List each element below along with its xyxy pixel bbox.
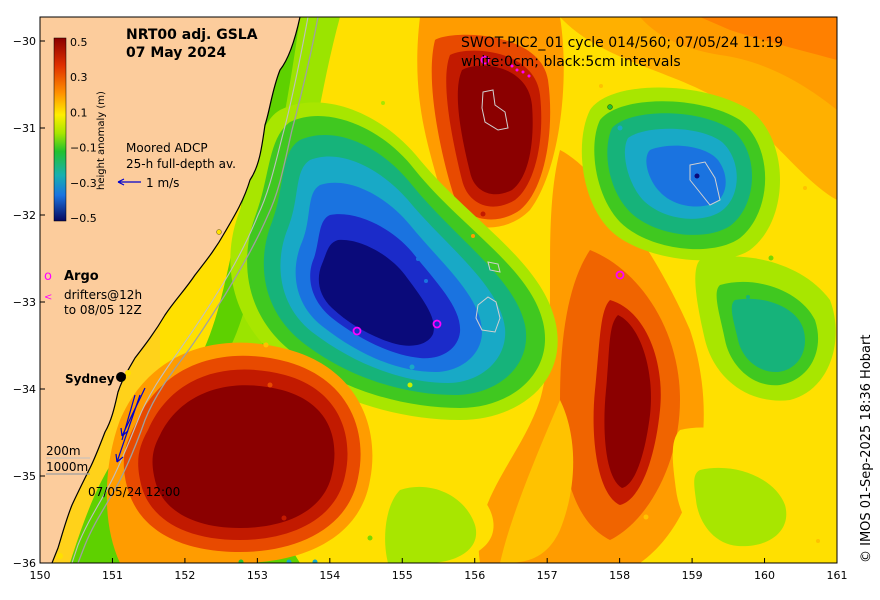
- colorbar-tick-label: −0.3: [70, 177, 97, 190]
- argo-float-marker: [615, 270, 625, 280]
- adcp-legend-line2: 25-h full-depth av.: [126, 157, 236, 171]
- colorbar-tick-label: 0.3: [70, 71, 88, 84]
- colorbar-tick-label: −0.1: [70, 142, 97, 155]
- map-plot-area: [40, 17, 837, 563]
- swot-info-line1: SWOT-PIC2_01 cycle 014/560; 07/05/24 11:…: [461, 35, 783, 51]
- colorbar-gradient: [53, 37, 67, 222]
- drifter-time-label: 07/05/24 12:00: [88, 485, 180, 499]
- map-title-line2: 07 May 2024: [126, 45, 227, 61]
- swot-contour: [689, 161, 721, 206]
- colorbar-tick-label: 0.1: [70, 106, 88, 119]
- y-tick-label: −31: [13, 122, 36, 135]
- x-tick-label: 158: [609, 569, 630, 582]
- adcp-legend-line1: Moored ADCP: [126, 141, 208, 155]
- colorbar-tick-label: −0.5: [70, 212, 97, 225]
- x-tick-label: 154: [319, 569, 340, 582]
- swot-info-line2: white:0cm; black:5cm intervals: [461, 54, 681, 70]
- argo-float-marker: [432, 319, 442, 329]
- x-tick-label: 153: [247, 569, 268, 582]
- argo-float-marker: [352, 326, 362, 336]
- credit-text: © IMOS 01-Sep-2025 18:36 Hobart: [859, 335, 874, 563]
- drifter-legend-symbol: <: [44, 292, 52, 303]
- swot-contour: [475, 296, 501, 333]
- sydney-marker: [116, 372, 126, 382]
- y-tick-label: −32: [13, 209, 36, 222]
- argo-legend-label: Argo: [64, 269, 99, 284]
- isobath-1000m-label: 1000m: [46, 460, 88, 474]
- argo-legend-symbol: o: [44, 269, 52, 284]
- coastline: [51, 17, 301, 563]
- plot-frame: [39, 16, 838, 564]
- isobath-200m: [71, 17, 309, 563]
- x-tick-label: 159: [682, 569, 703, 582]
- isobath-1000m: [77, 17, 319, 563]
- drifter-legend-line1: drifters@12h: [64, 288, 142, 302]
- adcp-current-arrows: [115, 387, 146, 463]
- x-tick-label: 151: [102, 569, 123, 582]
- x-tick-label: 150: [30, 569, 51, 582]
- y-tick-label: −33: [13, 296, 36, 309]
- y-tick-label: −36: [13, 557, 36, 570]
- y-tick-label: −35: [13, 470, 36, 483]
- argo-float-marker: [480, 55, 490, 65]
- y-tick-label: −30: [13, 35, 36, 48]
- x-tick-label: 157: [537, 569, 558, 582]
- x-tick-label: 156: [464, 569, 485, 582]
- x-axis-ticks: 150 151 152 153 154 155 156 157 158 159 160 161: [30, 558, 848, 582]
- land-australia: [40, 17, 300, 563]
- drifter-track-markers: [510, 64, 531, 78]
- x-tick-label: 160: [754, 569, 775, 582]
- swot-contour: [487, 261, 501, 273]
- x-tick-label: 155: [392, 569, 413, 582]
- map-title-line1: NRT00 adj. GSLA: [126, 27, 258, 43]
- isobath-200m-label: 200m: [46, 444, 81, 458]
- y-axis-ticks: −30 −31 −32 −33 −34 −35 −36: [13, 35, 45, 570]
- colorbar-label: height anomaly (m): [96, 91, 107, 190]
- x-tick-label: 152: [174, 569, 195, 582]
- adcp-scale-label: 1 m/s: [146, 176, 179, 190]
- x-tick-label: 161: [827, 569, 848, 582]
- drifter-legend-line2: to 08/05 12Z: [64, 303, 142, 317]
- drifter-dots: [57, 84, 820, 563]
- colorbar-tick-label: 0.5: [70, 36, 88, 49]
- colorbar: 0.5 0.3 0.1 −0.1 −0.3 −0.5 height anomaly (m): [53, 36, 107, 225]
- sydney-label: Sydney: [65, 372, 115, 386]
- swot-contour: [481, 89, 509, 131]
- y-tick-label: −34: [13, 383, 36, 396]
